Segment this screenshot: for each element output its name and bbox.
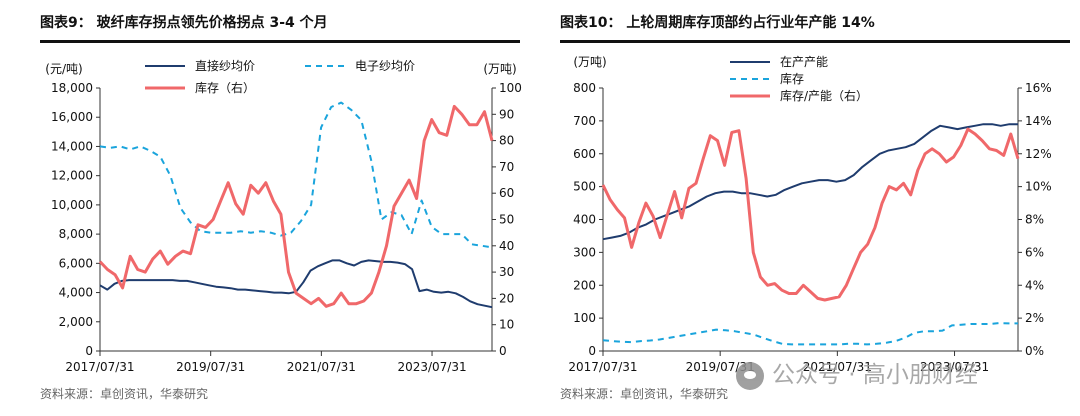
y-left-tick-label: 6,000 [59,256,93,270]
y-left-unit: (元/吨) [45,62,82,76]
y-right-tick-label: 2% [1025,311,1044,325]
y-right-tick-label: 0 [499,344,507,358]
y-left-tick-label: 0 [85,344,93,358]
y-right-tick-label: 4% [1025,278,1044,292]
y-right-tick-label: 90 [499,107,514,121]
legend-label: 库存 [780,71,804,86]
y-right-tick-label: 16% [1025,81,1052,95]
y-right-tick-label: 100 [499,81,522,95]
y-right-tick-label: 30 [499,265,514,279]
wechat-logo-icon [736,361,764,390]
y-right-tick-label: 6% [1025,245,1044,259]
y-left-tick-label: 14,000 [51,139,93,153]
y-left-tick-label: 400 [573,213,596,227]
watermark-text: 公众号 · 高小朋财经 [772,362,978,388]
y-left-tick-label: 200 [573,278,596,292]
y-right-tick-label: 20 [499,291,514,305]
series-line-2 [98,104,494,308]
y-left-tick-label: 16,000 [51,110,93,124]
y-left-tick-label: 8,000 [59,227,93,241]
chart-panel-left: 图表9： 玻纤库存拐点领先价格拐点 3-4 个月 0 2,000 4,000 6,00… [40,15,522,401]
y-right-unit: (万吨) [483,62,516,76]
chart-panel-right: 图表10： 上轮周期库存顶部约占行业年产能 14% 0 100 200 300 400 5… [540,0,1080,416]
y-right-tick-label: 10% [1025,180,1052,194]
y-right-tick-label: 70 [499,160,514,174]
chart-title: 图表10： 上轮周期库存顶部约占行业年产能 14% [560,15,875,31]
y-left-tick-label: 500 [573,180,596,194]
chart-source: 资料来源：卓创资讯，华泰研究 [40,387,209,401]
y-right-tick-label: 14% [1025,114,1052,128]
y-right-tick-label: 0% [1025,344,1044,358]
legend-label: 电子纱均价 [355,59,415,73]
title-underline [560,40,1070,43]
y-right-tick-label: 60 [499,186,514,200]
chart-title: 图表9： 玻纤库存拐点领先价格拐点 3-4 个月 [40,15,328,31]
y-left-tick-label: 700 [573,114,596,128]
series-line-1 [602,322,1018,346]
y-right-tick-label: 40 [499,239,514,253]
y-right-tick-label: 8% [1025,213,1044,227]
chart-left-canvas: 0 2,000 4,000 6,000 8,000 10,000 12,000 14,000 1… [45,58,522,374]
y-left-unit: (万吨) [573,55,606,69]
legend-label: 直接纱均价 [195,58,255,73]
x-tick-label: 2019/07/31 [176,360,245,374]
x-tick-label: 2021/07/31 [803,360,872,374]
y-left-tick-label: 4,000 [59,286,93,300]
y-right-tick-label: 10 [499,318,514,332]
y-right-tick-label: 50 [499,213,514,227]
legend-label: 库存（右） [195,80,255,95]
x-tick-label: 2017/07/31 [568,360,637,374]
y-left-tick-label: 18,000 [51,81,93,95]
y-left-tick-label: 300 [573,245,596,259]
series-line-0 [99,259,493,309]
y-left-tick-label: 0 [588,344,596,358]
y-right-tick-label: 12% [1025,147,1052,161]
chart-right-canvas: 0 100 200 300 400 500 600 700 800 0% 2% 4% 6% 8% 10% 12… [568,55,1052,374]
y-left-tick-label: 12,000 [51,169,93,183]
y-left-tick-label: 600 [573,147,596,161]
title-underline [40,40,520,43]
x-tick-label: 2017/07/31 [65,360,134,374]
x-tick-label: 2023/07/31 [397,360,466,374]
chart-source: 资料来源：卓创资讯，华泰研究 [560,387,729,401]
y-left-tick-label: 100 [573,311,596,325]
watermark: 公众号 · 高小朋财经 [736,355,978,390]
y-left-tick-label: 800 [573,81,596,95]
legend-label: 在产产能 [780,55,828,69]
series-line-1 [99,101,493,249]
x-tick-label: 2023/07/31 [920,360,989,374]
series-line-2 [601,127,1020,302]
series-line-0 [602,123,1018,241]
x-tick-label: 2021/07/31 [287,360,356,374]
legend-label: 库存/产能（右） [780,88,868,103]
y-left-tick-label: 2,000 [59,315,93,329]
y-left-tick-label: 10,000 [51,198,93,212]
y-right-tick-label: 80 [499,134,514,148]
